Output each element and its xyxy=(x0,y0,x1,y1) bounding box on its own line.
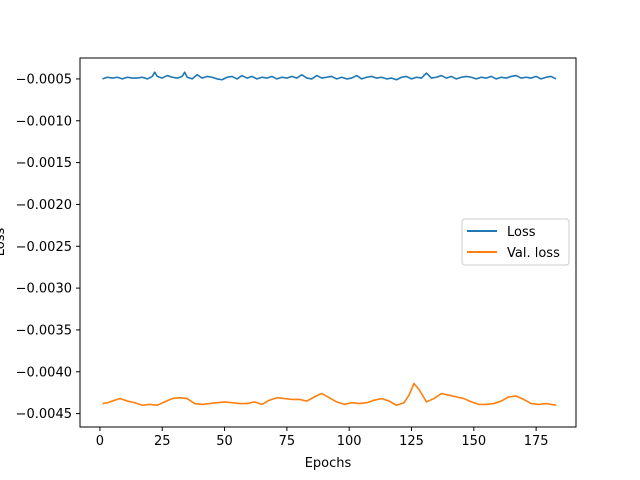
series-layer xyxy=(102,71,557,407)
plot-frame xyxy=(79,57,577,428)
y-tick-label: −0.0030 xyxy=(16,282,72,297)
x-tick-label: 75 xyxy=(279,434,296,449)
y-tick-label: −0.0010 xyxy=(16,114,72,129)
x-tick-label: 175 xyxy=(524,434,549,449)
x-tick-label: 50 xyxy=(216,434,233,449)
y-tick-label: −0.0020 xyxy=(16,198,72,213)
y-tick-label: −0.0040 xyxy=(16,365,72,380)
legend-label-loss: Loss xyxy=(507,225,536,240)
x-axis-label: Epochs xyxy=(305,456,352,471)
y-axis-label: Loss xyxy=(0,228,8,257)
x-tick-label: 25 xyxy=(154,434,171,449)
series-line-val-loss xyxy=(102,382,557,407)
y-tick-label: −0.0015 xyxy=(16,156,72,171)
series-line-loss xyxy=(102,71,557,81)
y-tick-label: −0.0045 xyxy=(16,407,72,422)
axes-layer: 0 25 50 75 100 125 150 175 −0.0005 −0.0010 −0.0015… xyxy=(16,57,577,449)
x-tick-label: 150 xyxy=(461,434,486,449)
y-tick-label: −0.0005 xyxy=(16,72,72,87)
legend: Loss Val. loss xyxy=(461,218,570,266)
x-tick-label: 0 xyxy=(96,434,104,449)
y-tick-label: −0.0035 xyxy=(16,323,72,338)
x-tick-label: 100 xyxy=(337,434,362,449)
y-tick-label: −0.0025 xyxy=(16,240,72,255)
x-tick-label: 125 xyxy=(399,434,424,449)
legend-label-val-loss: Val. loss xyxy=(507,246,560,261)
